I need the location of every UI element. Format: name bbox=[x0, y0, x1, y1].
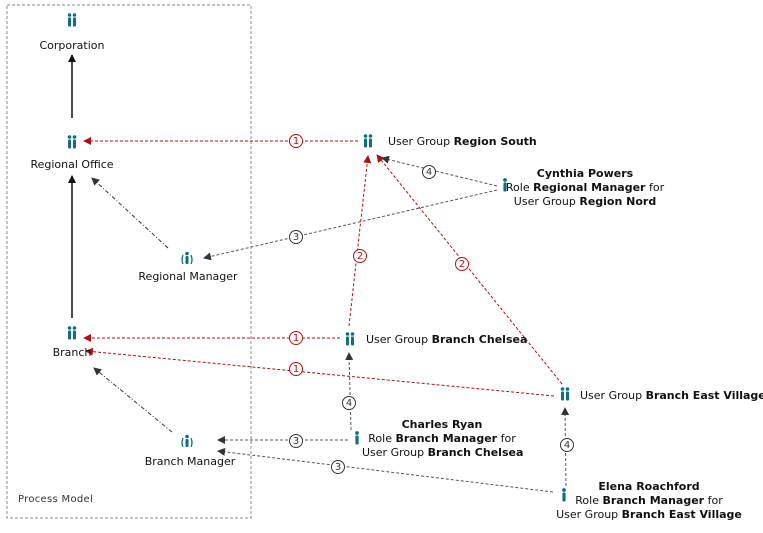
branch-manager-role-icon bbox=[181, 434, 193, 448]
link-chelsea-region-south bbox=[348, 155, 372, 327]
corporation-label: Corporation bbox=[39, 39, 105, 52]
marker-1-east-village: 1 bbox=[289, 362, 303, 376]
link-east-village-region-south bbox=[376, 154, 563, 385]
role-arrow-branch-manager bbox=[93, 367, 173, 433]
marker-3-charles: 3 bbox=[289, 434, 303, 448]
regional-manager-label: Regional Manager bbox=[138, 270, 238, 283]
marker-3-elena: 3 bbox=[331, 460, 345, 474]
link-elena-branch-manager bbox=[217, 447, 554, 493]
regional-office-label: Regional Office bbox=[30, 158, 114, 171]
branch-label: Branch bbox=[52, 346, 92, 359]
charles-person-icon bbox=[355, 431, 359, 445]
link-elena-east-village bbox=[561, 407, 570, 487]
branch-east-village-label: User Group Branch East Village bbox=[580, 389, 763, 402]
marker-4-elena: 4 bbox=[560, 438, 574, 452]
branch-group-icon bbox=[67, 326, 77, 340]
marker-1-chelsea: 1 bbox=[289, 331, 303, 345]
branch-east-village-group-icon bbox=[560, 387, 570, 401]
marker-2-east-village: 2 bbox=[455, 257, 469, 271]
role-arrow-regional-manager bbox=[91, 177, 169, 249]
marker-1-region-south: 1 bbox=[289, 134, 303, 148]
link-cynthia-region-south bbox=[381, 155, 498, 187]
branch-manager-label: Branch Manager bbox=[144, 455, 236, 468]
marker-4-charles: 4 bbox=[342, 396, 356, 410]
regional-office-group-icon bbox=[67, 135, 77, 149]
link-cynthia-regional-manager bbox=[203, 189, 498, 261]
link-charles-chelsea bbox=[345, 352, 354, 431]
branch-chelsea-group-icon bbox=[345, 332, 355, 346]
process-model-frame bbox=[6, 4, 252, 519]
corporation-group-icon bbox=[67, 13, 77, 27]
link-east-village-branch bbox=[85, 347, 555, 397]
marker-2-chelsea: 2 bbox=[353, 249, 367, 263]
marker-4-cynthia: 4 bbox=[422, 165, 436, 179]
process-model-title: Process Model bbox=[18, 494, 94, 505]
regional-manager-role-icon bbox=[181, 251, 193, 265]
cynthia-label: Cynthia Powers Role Regional Manager for… bbox=[505, 167, 665, 208]
elena-label: Elena Roachford Role Branch Manager for … bbox=[556, 480, 742, 521]
region-south-group-icon bbox=[363, 134, 373, 148]
marker-3-cynthia: 3 bbox=[289, 230, 303, 244]
branch-chelsea-label: User Group Branch Chelsea bbox=[366, 333, 528, 346]
region-south-label: User Group Region South bbox=[388, 135, 537, 148]
charles-label: Charles Ryan Role Branch Manager for Use… bbox=[362, 418, 524, 459]
